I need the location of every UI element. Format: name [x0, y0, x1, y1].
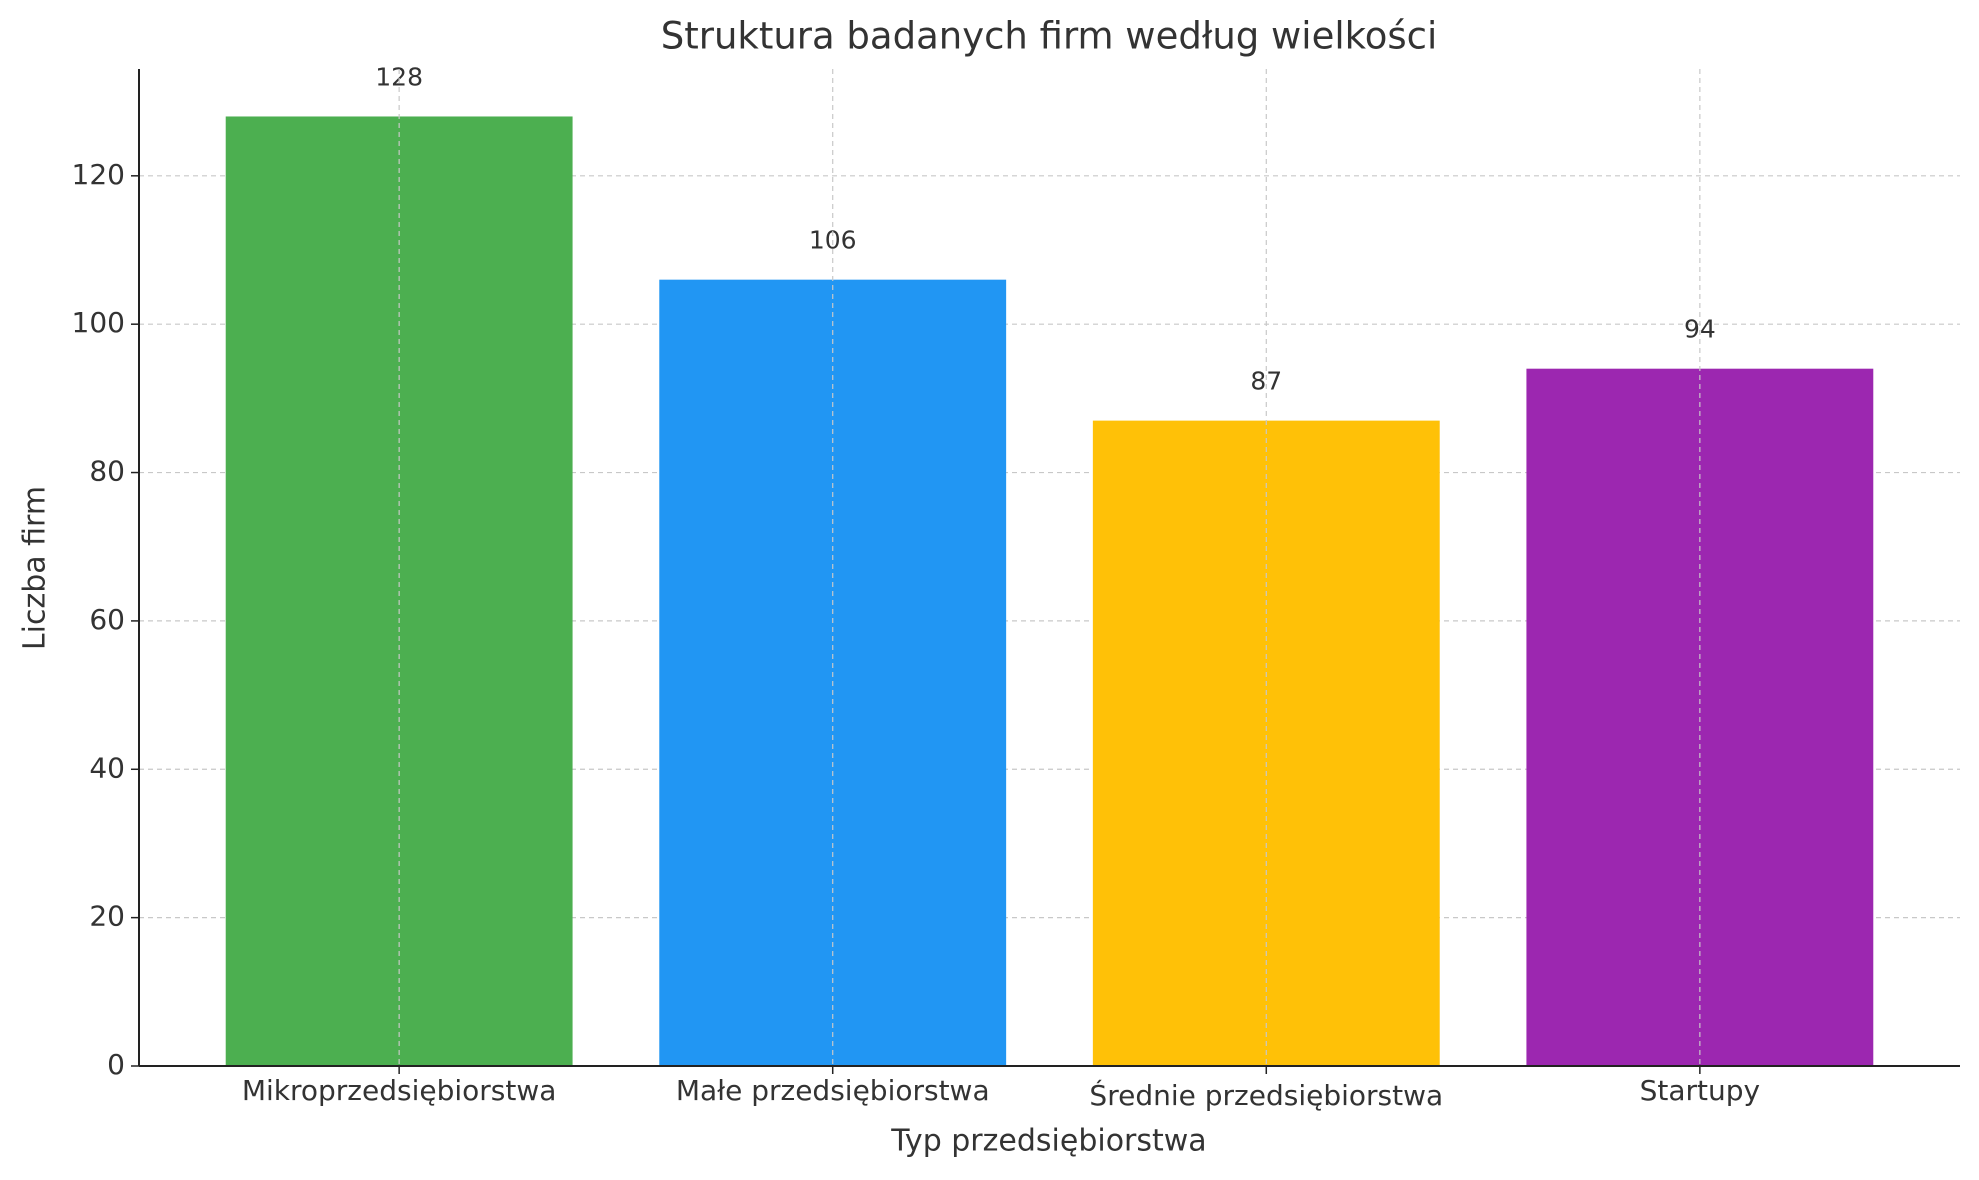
x-axis-label: Typ przedsiębiorstwa — [890, 1124, 1206, 1159]
y-tick-label: 0 — [107, 1048, 125, 1081]
y-tick-label: 20 — [89, 900, 125, 933]
y-tick-label: 80 — [89, 455, 125, 488]
value-label: 94 — [1684, 315, 1716, 344]
x-tick-label: Startupy — [1640, 1074, 1761, 1107]
value-label: 87 — [1250, 367, 1282, 396]
y-tick-label: 60 — [89, 603, 125, 636]
y-tick-label: 120 — [72, 158, 125, 191]
chart-title: Struktura badanych firm według wielkości — [661, 15, 1438, 58]
value-label: 128 — [375, 62, 423, 91]
y-axis-label: Liczba firm — [18, 486, 53, 650]
y-tick-label: 100 — [72, 306, 125, 339]
y-tick-label: 40 — [89, 751, 125, 784]
x-tick-label: Małe przedsiębiorstwa — [676, 1074, 990, 1107]
x-tick-label: Mikroprzedsiębiorstwa — [242, 1074, 557, 1107]
x-tick-label: Średnie przedsiębiorstwa — [1089, 1078, 1443, 1112]
